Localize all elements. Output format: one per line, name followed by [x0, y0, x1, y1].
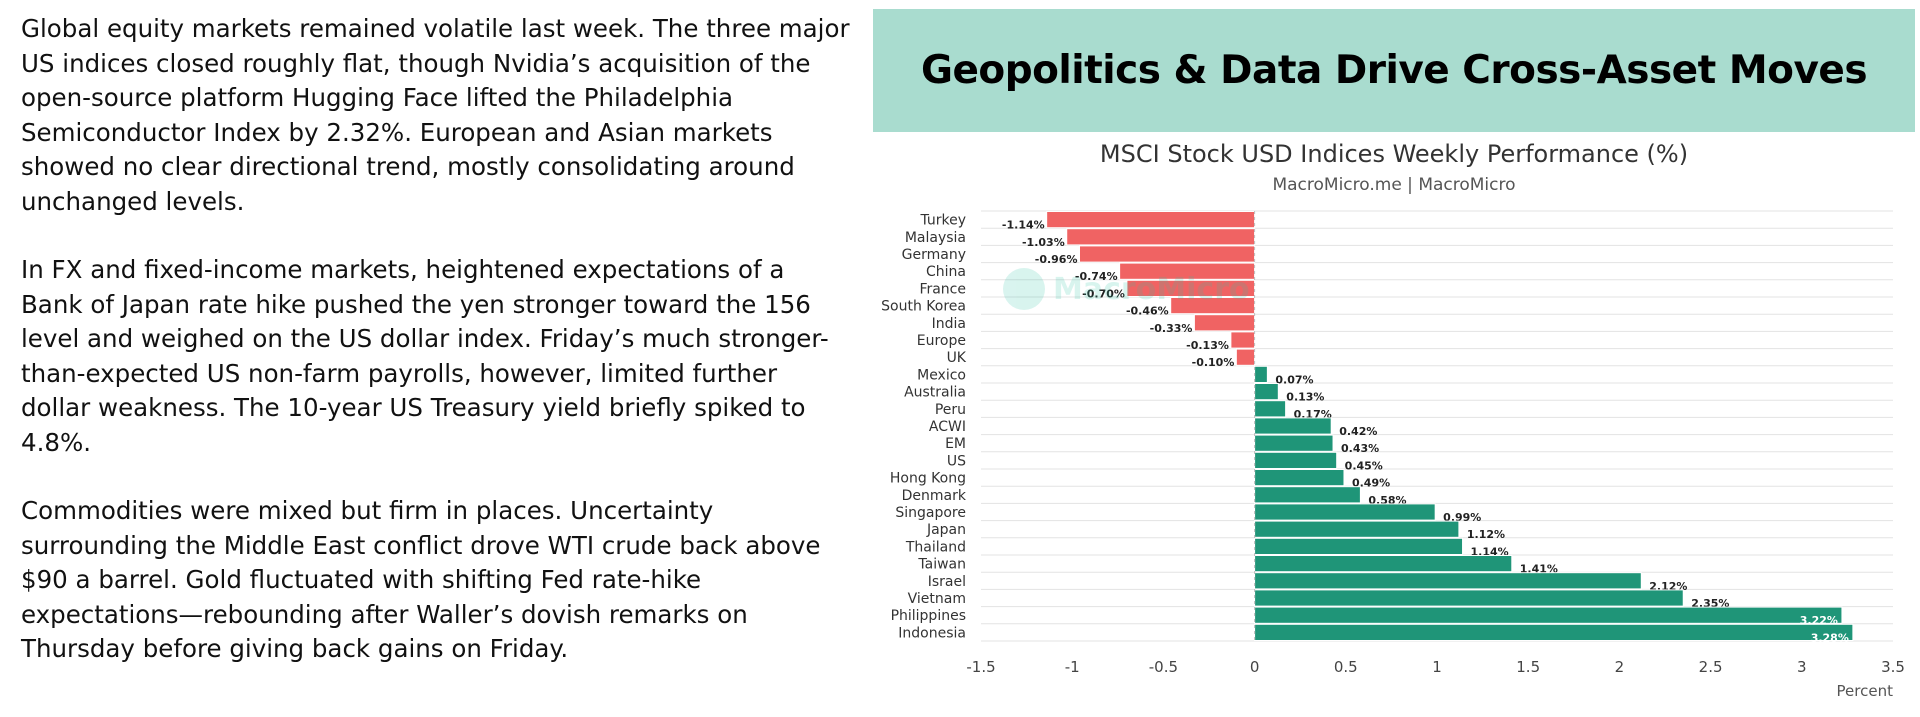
category-label: South Korea: [881, 299, 966, 315]
category-label: France: [919, 281, 966, 297]
category-label: Japan: [926, 522, 966, 538]
bar-acwi: [1254, 417, 1332, 435]
title-banner: Geopolitics & Data Drive Cross-Asset Mov…: [873, 9, 1915, 132]
article-paragraph-3: Commodities were mixed but firm in place…: [21, 496, 821, 663]
chart-subtitle: MacroMicro.me | MacroMicro: [1272, 175, 1516, 195]
category-label: Singapore: [895, 505, 966, 521]
x-tick-label: -0.5: [1149, 658, 1178, 676]
bar-indonesia: [1254, 623, 1854, 641]
bar-em: [1254, 434, 1334, 452]
bar-vietnam: [1254, 589, 1684, 607]
data-label: -0.46%: [1126, 305, 1169, 318]
data-label: -0.74%: [1075, 270, 1118, 283]
category-label: ACWI: [929, 419, 966, 435]
x-tick-label: 0.5: [1334, 658, 1358, 676]
bar-europe: [1230, 331, 1256, 349]
bar-mexico: [1254, 365, 1268, 383]
banner-title: Geopolitics & Data Drive Cross-Asset Mov…: [920, 48, 1868, 93]
bar-japan: [1254, 520, 1460, 538]
category-label: Vietnam: [908, 591, 966, 607]
data-label: -1.03%: [1022, 236, 1065, 249]
x-tick-label: 3.5: [1881, 658, 1905, 676]
bar-denmark: [1254, 486, 1361, 504]
category-label: EM: [945, 436, 966, 452]
category-label: Israel: [928, 574, 966, 590]
data-label: -0.70%: [1082, 287, 1125, 300]
category-label: China: [926, 264, 966, 280]
data-label: 3.28%: [1811, 631, 1849, 644]
x-tick-label: 1: [1432, 658, 1442, 676]
article-text: Global equity markets remained volatile …: [21, 12, 851, 701]
bar-israel: [1254, 572, 1642, 590]
category-label: US: [947, 453, 966, 469]
x-tick-label: 1.5: [1516, 658, 1540, 676]
article-paragraph-1: Global equity markets remained volatile …: [21, 14, 850, 216]
data-label: -0.10%: [1192, 356, 1235, 369]
category-label: Taiwan: [917, 557, 966, 573]
category-label: India: [932, 316, 966, 332]
data-label: -1.14%: [1002, 219, 1045, 232]
category-label: Turkey: [919, 213, 966, 229]
bar-australia: [1254, 383, 1279, 401]
x-tick-label: -1: [1065, 658, 1080, 676]
x-tick-label: 3: [1797, 658, 1807, 676]
chart-title: MSCI Stock USD Indices Weekly Performanc…: [1099, 140, 1689, 168]
bar-south-korea: [1170, 297, 1256, 315]
category-label: Europe: [917, 333, 966, 349]
bar-hong-kong: [1254, 469, 1345, 487]
data-label: -0.96%: [1035, 253, 1078, 266]
bar-china: [1119, 262, 1256, 280]
bar-turkey: [1046, 211, 1256, 229]
category-label: Philippines: [891, 608, 966, 624]
category-label: Indonesia: [898, 625, 966, 641]
category-label: Australia: [904, 385, 966, 401]
bar-uk: [1235, 348, 1256, 366]
bar-us: [1254, 451, 1338, 469]
category-label: Mexico: [917, 367, 966, 383]
article-paragraph-2: In FX and fixed-income markets, heighten…: [21, 255, 829, 457]
category-label: Germany: [902, 247, 966, 263]
data-label: 0.07%: [1275, 373, 1313, 386]
category-label: Denmark: [902, 488, 967, 504]
x-tick-label: 2.5: [1699, 658, 1723, 676]
bar-france: [1126, 279, 1256, 297]
data-label: -0.33%: [1150, 322, 1193, 335]
bar-peru: [1254, 400, 1287, 418]
bar-india: [1193, 314, 1256, 332]
data-label: -0.13%: [1186, 339, 1229, 352]
bar-philippines: [1254, 606, 1843, 624]
bar-malaysia: [1066, 228, 1256, 246]
data-label: 0.43%: [1341, 442, 1379, 455]
x-tick-label: -1.5: [966, 658, 995, 676]
category-label: UK: [947, 350, 967, 366]
x-tick-label: 0: [1250, 658, 1260, 676]
x-axis-label: Percent: [1837, 682, 1894, 700]
x-tick-label: 2: [1615, 658, 1625, 676]
bar-germany: [1078, 245, 1256, 263]
bar-taiwan: [1254, 555, 1513, 573]
category-label: Peru: [935, 402, 966, 418]
bar-singapore: [1254, 503, 1436, 521]
data-label: 0.42%: [1339, 425, 1377, 438]
data-label: 0.49%: [1352, 477, 1390, 490]
category-label: Thailand: [905, 539, 966, 555]
data-label: 1.12%: [1467, 528, 1505, 541]
category-label: Malaysia: [905, 230, 966, 246]
bar-thailand: [1254, 537, 1464, 555]
data-label: 0.45%: [1345, 459, 1383, 472]
data-label: 0.13%: [1286, 391, 1324, 404]
category-label: Hong Kong: [890, 471, 966, 487]
